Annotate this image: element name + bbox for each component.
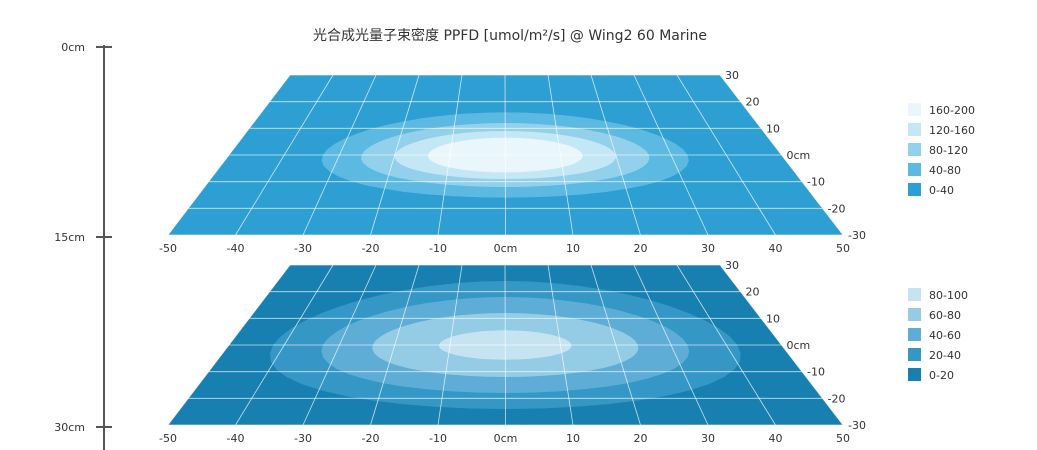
legend-label: 0-20 <box>929 369 954 382</box>
x-tick-label: 40 <box>769 242 783 255</box>
legend-label: 80-100 <box>929 289 968 302</box>
legend-label: 160-200 <box>929 104 975 117</box>
x-tick-label: -20 <box>362 242 380 255</box>
x-tick-label: -10 <box>429 432 447 445</box>
x-tick-label: 40 <box>769 432 783 445</box>
y-tick-label: 10 <box>766 312 780 325</box>
y-tick-label: 0cm <box>787 339 811 352</box>
x-tick-label: -20 <box>362 432 380 445</box>
legend-swatch <box>908 183 921 196</box>
y-tick-label: 20 <box>746 96 760 109</box>
x-tick-label: -40 <box>227 432 245 445</box>
x-tick-label: 0cm <box>494 242 518 255</box>
y-tick-label: 0cm <box>787 149 811 162</box>
y-tick-label: 10 <box>766 122 780 135</box>
x-tick-label: 10 <box>566 242 580 255</box>
legend-swatch <box>908 123 921 136</box>
depth-tick-label: 30cm <box>54 421 85 434</box>
y-tick-label: -30 <box>848 229 866 242</box>
y-tick-label: -10 <box>807 176 825 189</box>
depth-tick-label: 15cm <box>54 231 85 244</box>
x-tick-label: -50 <box>159 432 177 445</box>
x-tick-label: 10 <box>566 432 580 445</box>
x-tick-label: -10 <box>429 242 447 255</box>
legend-label: 0-40 <box>929 184 954 197</box>
legend-label: 60-80 <box>929 309 961 322</box>
contour-plane: -50 -40 -30 -20 -10 0cm 10 20 30 40 503020100cm-10… <box>159 259 866 445</box>
x-tick-label: 30 <box>701 242 715 255</box>
legend: 80-100 60-80 40-60 20-40 0-20 <box>908 288 968 382</box>
legend-label: 40-80 <box>929 164 961 177</box>
y-tick-label: -10 <box>807 366 825 379</box>
legend-label: 120-160 <box>929 124 975 137</box>
legend-swatch <box>908 163 921 176</box>
depth-tick-label: 0cm <box>61 41 85 54</box>
legends: 160-200 120-160 80-120 40-80 0-40 80-100 60-80… <box>908 103 975 382</box>
y-tick-label: -20 <box>828 392 846 405</box>
depth-axis: 0cm 15cm 30cm <box>54 41 112 450</box>
x-tick-label: -50 <box>159 242 177 255</box>
x-tick-label: 50 <box>836 432 850 445</box>
x-tick-label: -30 <box>294 242 312 255</box>
x-tick-label: 20 <box>634 432 648 445</box>
x-tick-label: -30 <box>294 432 312 445</box>
chart-title: 光合成光量子束密度 PPFD [umol/m²/s] @ Wing2 60 Ma… <box>313 27 707 44</box>
x-tick-label: -40 <box>227 242 245 255</box>
x-tick-label: 30 <box>701 432 715 445</box>
legend: 160-200 120-160 80-120 40-80 0-40 <box>908 103 975 197</box>
y-tick-label: 30 <box>725 69 739 82</box>
legend-swatch <box>908 143 921 156</box>
contour-planes: -50 -40 -30 -20 -10 0cm 10 20 30 40 503020100cm-10… <box>159 69 866 445</box>
legend-swatch <box>908 288 921 301</box>
contour-plane: -50 -40 -30 -20 -10 0cm 10 20 30 40 503020100cm-10… <box>159 69 866 255</box>
legend-label: 40-60 <box>929 329 961 342</box>
legend-label: 20-40 <box>929 349 961 362</box>
x-tick-label: 20 <box>634 242 648 255</box>
x-tick-label: 50 <box>836 242 850 255</box>
legend-swatch <box>908 368 921 381</box>
y-tick-label: 20 <box>746 286 760 299</box>
x-tick-label: 0cm <box>494 432 518 445</box>
legend-swatch <box>908 308 921 321</box>
y-tick-label: 30 <box>725 259 739 272</box>
legend-swatch <box>908 328 921 341</box>
legend-swatch <box>908 103 921 116</box>
legend-label: 80-120 <box>929 144 968 157</box>
y-tick-label: -30 <box>848 419 866 432</box>
legend-swatch <box>908 348 921 361</box>
y-tick-label: -20 <box>828 202 846 215</box>
